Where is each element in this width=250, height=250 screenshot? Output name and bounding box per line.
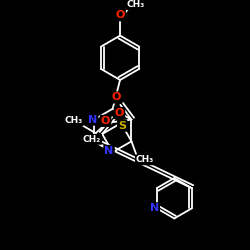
- Text: N: N: [88, 114, 97, 124]
- Text: CH₂: CH₂: [83, 135, 101, 144]
- Text: O: O: [115, 108, 124, 118]
- Text: CH₃: CH₃: [136, 155, 154, 164]
- Text: CH₃: CH₃: [64, 116, 83, 125]
- Text: N: N: [150, 203, 159, 213]
- Text: O: O: [112, 92, 121, 102]
- Text: O: O: [101, 116, 110, 126]
- Text: CH₃: CH₃: [127, 0, 145, 9]
- Text: N: N: [104, 146, 114, 156]
- Text: O: O: [116, 10, 125, 20]
- Text: S: S: [118, 121, 126, 131]
